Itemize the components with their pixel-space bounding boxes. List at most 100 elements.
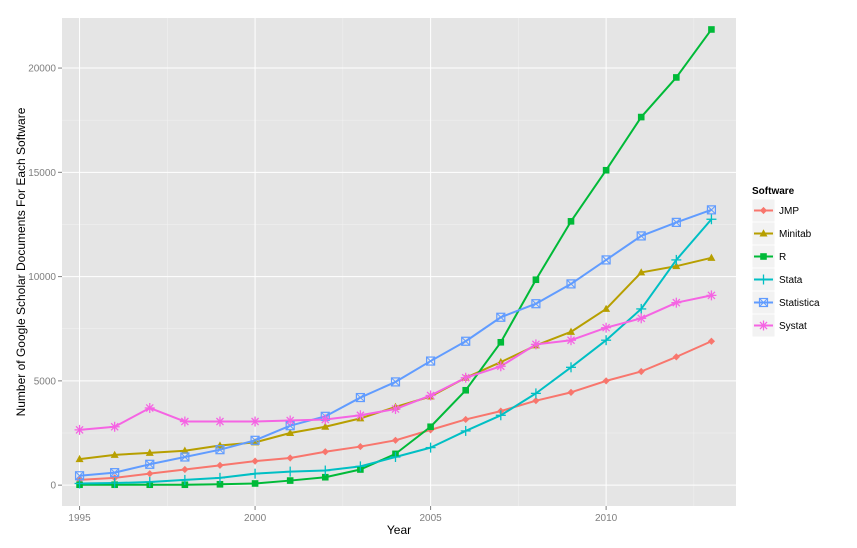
box-marker-frame: [531, 299, 541, 309]
box-marker-diag2: [461, 336, 471, 346]
legend-item-stata: Stata: [751, 267, 803, 292]
box-marker-frame: [145, 459, 155, 469]
asterisk-marker-stroke: [602, 323, 611, 332]
y-axis-ticks: 0 5000 10000 15000 20000: [28, 64, 62, 492]
data-point-statistica: [110, 468, 120, 478]
data-point-r: [286, 477, 294, 484]
data-point-systat: [109, 421, 120, 432]
legend-key-marker-jmp: [759, 206, 768, 215]
data-point-minitab: [707, 253, 716, 261]
y-tick-label: 10000: [28, 272, 56, 283]
data-point-r: [532, 276, 540, 284]
x-tick-label: 2010: [595, 513, 618, 524]
data-point-stata: [109, 478, 120, 489]
asterisk-marker-stroke: [759, 321, 768, 330]
box-marker-diag2: [110, 468, 120, 477]
legend-label-statistica: Statistica: [779, 298, 820, 309]
box-marker-frame: [250, 435, 260, 445]
box-marker-frame: [425, 356, 436, 366]
data-point-jmp: [672, 353, 680, 361]
data-point-statistica: [250, 435, 260, 445]
asterisk-marker-stroke: [75, 425, 84, 434]
data-point-stata: [530, 388, 541, 399]
series-points-minitab: [75, 253, 716, 463]
data-point-jmp: [321, 448, 329, 456]
data-point-systat: [179, 416, 190, 427]
box-marker-diag2: [75, 471, 84, 481]
legend: Software JMP Minitab R Stata Statistica Systa…: [751, 186, 820, 338]
data-point-jmp: [216, 461, 224, 469]
legend-label-stata: Stata: [779, 275, 803, 286]
data-point-systat: [74, 424, 85, 435]
legend-item-r: R: [751, 244, 786, 269]
data-point-systat: [495, 361, 506, 372]
data-point-statistica: [601, 255, 611, 265]
box-marker-diag2: [496, 312, 506, 322]
data-point-systat: [530, 339, 541, 350]
box-marker-diag2: [531, 299, 541, 309]
legend-label-systat: Systat: [779, 321, 807, 332]
data-point-stata: [355, 461, 366, 472]
box-marker-frame: [601, 255, 611, 265]
data-point-jmp: [286, 454, 294, 462]
data-point-minitab: [286, 428, 295, 437]
asterisk-marker-stroke: [286, 416, 295, 425]
data-point-jmp: [111, 474, 119, 482]
data-point-systat: [636, 313, 647, 324]
x-tick-label: 2005: [419, 513, 442, 524]
series-points: [74, 26, 717, 489]
data-point-statistica: [390, 377, 401, 387]
asterisk-marker-stroke: [672, 298, 681, 307]
legend-items: JMP Minitab R Stata Statistica Systat: [751, 198, 820, 338]
data-point-r: [673, 74, 680, 81]
box-marker-diag2: [215, 445, 225, 455]
data-point-minitab: [602, 304, 611, 312]
asterisk-marker-stroke: [426, 391, 435, 400]
data-point-r: [216, 481, 224, 488]
box-marker-frame: [461, 336, 471, 346]
legend-label-jmp: JMP: [779, 206, 799, 217]
data-point-minitab: [567, 327, 576, 335]
data-point-stata: [179, 474, 190, 485]
box-marker-diag2: [180, 452, 190, 462]
data-point-stata: [460, 425, 471, 436]
data-point-systat: [214, 416, 225, 427]
data-point-stata: [425, 442, 436, 453]
data-point-systat: [320, 414, 331, 425]
data-point-statistica: [74, 471, 85, 481]
series-points-systat: [74, 290, 717, 435]
box-marker-frame: [390, 377, 401, 387]
data-point-stata: [601, 335, 612, 346]
legend-item-minitab: Minitab: [751, 221, 812, 246]
asterisk-marker-stroke: [567, 336, 576, 345]
data-point-statistica: [461, 336, 471, 346]
legend-key-marker-statistica: [758, 297, 769, 308]
x-axis-ticks: 1995 2000 2005 2010: [68, 506, 618, 524]
data-point-stata: [636, 303, 647, 314]
box-marker-diag2: [145, 459, 155, 469]
data-point-stata: [390, 451, 401, 462]
data-point-statistica: [145, 459, 155, 469]
legend-key-marker-r: [760, 253, 767, 260]
data-point-systat: [285, 415, 296, 426]
y-tick-label: 0: [50, 481, 56, 492]
box-marker-diag2: [426, 356, 435, 366]
box-marker-diag2: [356, 393, 365, 402]
data-point-r: [602, 166, 610, 174]
data-point-statistica: [180, 452, 190, 462]
data-point-r: [708, 26, 715, 33]
minor-gridlines: [62, 18, 736, 506]
asterisk-marker-stroke: [496, 362, 505, 371]
data-point-r: [427, 423, 434, 431]
y-tick-label: 20000: [28, 64, 56, 75]
data-point-statistica: [531, 299, 541, 309]
data-point-stata: [495, 410, 506, 421]
data-point-systat: [390, 404, 401, 415]
box-marker-diag2: [566, 279, 576, 289]
data-point-statistica: [566, 279, 576, 289]
box-marker-frame: [355, 392, 365, 403]
data-point-jmp: [251, 457, 259, 465]
data-point-stata: [214, 472, 225, 483]
data-point-minitab: [672, 261, 681, 270]
